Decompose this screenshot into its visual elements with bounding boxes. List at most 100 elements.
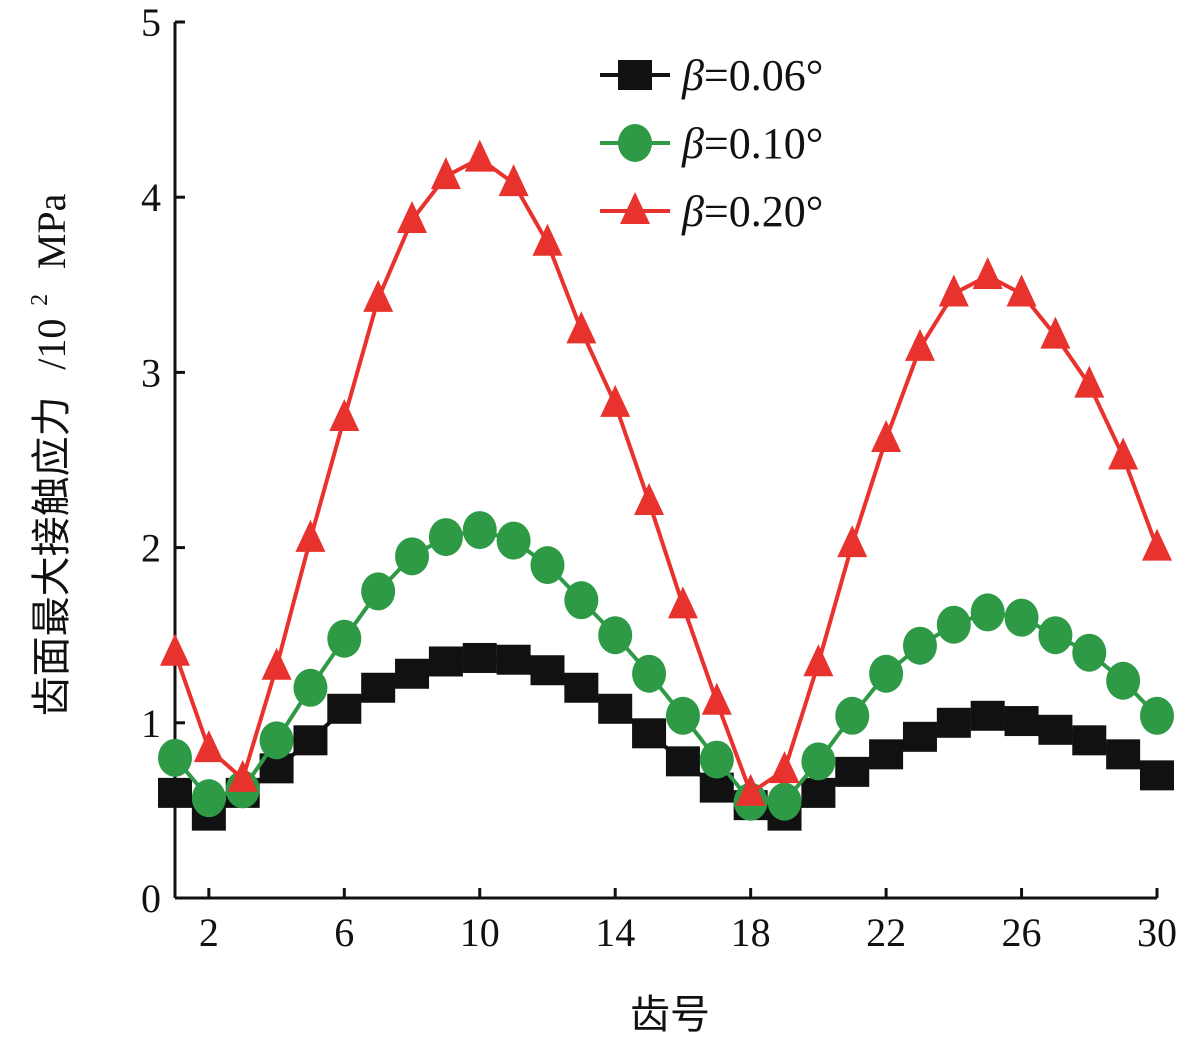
data-point <box>191 779 226 818</box>
data-point <box>261 647 292 680</box>
legend-label-value: =0.20° <box>704 187 823 236</box>
data-point <box>1004 706 1039 737</box>
data-point <box>835 756 870 787</box>
legend-entry: β=0.06° <box>600 51 823 100</box>
data-point <box>904 328 935 361</box>
data-point <box>1106 739 1141 770</box>
data-point <box>464 139 495 172</box>
data-point <box>871 419 902 452</box>
data-point <box>869 739 904 770</box>
x-tick-label: 6 <box>334 910 354 955</box>
data-point <box>665 746 700 777</box>
data-point <box>801 777 836 808</box>
data-point <box>1074 365 1105 398</box>
data-point <box>598 616 633 655</box>
data-point <box>158 738 192 777</box>
legend-label: β=0.10° <box>681 119 823 168</box>
x-axis-title: 齿号 <box>630 992 710 1038</box>
data-point <box>259 721 294 760</box>
data-point <box>293 668 328 707</box>
data-point <box>1072 725 1107 756</box>
data-point <box>361 672 396 703</box>
data-point <box>803 644 834 677</box>
data-point <box>1004 598 1039 637</box>
data-point <box>1072 633 1107 672</box>
legend: β=0.06°β=0.10°β=0.20° <box>600 51 823 236</box>
data-point <box>970 700 1005 731</box>
data-point <box>869 654 904 693</box>
data-point <box>564 672 599 703</box>
data-point <box>395 658 430 689</box>
data-point <box>564 581 599 620</box>
data-point <box>1142 528 1172 561</box>
legend-label: β=0.20° <box>681 187 823 236</box>
data-point <box>532 223 563 256</box>
y-tick-label: 5 <box>141 0 161 45</box>
data-point <box>634 483 665 516</box>
legend-label-value: =0.10° <box>704 119 823 168</box>
x-tick-label: 2 <box>199 910 219 955</box>
data-point <box>1140 696 1174 735</box>
data-point <box>902 721 937 752</box>
y-axis-title-unit-suffix: MPa <box>29 193 74 269</box>
data-point <box>496 521 531 560</box>
data-point <box>632 654 667 693</box>
x-tick-label: 18 <box>731 910 771 955</box>
data-point <box>363 279 394 312</box>
data-point <box>936 605 971 644</box>
legend-entry: β=0.20° <box>600 187 823 236</box>
data-point <box>699 740 734 779</box>
legend-marker <box>620 192 650 224</box>
data-point <box>430 157 461 190</box>
y-axis-title-unit-exponent: 2 <box>27 294 53 306</box>
x-tick-label: 14 <box>595 910 635 955</box>
data-point <box>295 519 326 552</box>
data-point <box>160 633 190 666</box>
x-tick-label: 22 <box>866 910 906 955</box>
data-point <box>801 742 836 781</box>
legend-marker <box>618 60 652 90</box>
data-point <box>902 626 937 665</box>
y-axis-title-label: 齿面最大接触应力 <box>29 396 75 716</box>
y-tick-label: 2 <box>141 526 161 571</box>
data-point <box>632 718 667 749</box>
data-point <box>566 311 597 344</box>
data-point <box>462 511 497 550</box>
data-point <box>498 164 529 197</box>
data-point <box>227 759 258 792</box>
data-point <box>395 537 430 576</box>
legend-label-symbol: β <box>681 119 704 168</box>
x-tick-label: 10 <box>460 910 500 955</box>
data-point <box>1038 714 1073 745</box>
legend-label-value: =0.06° <box>704 51 823 100</box>
data-point <box>428 646 463 677</box>
x-tick-label: 30 <box>1137 910 1177 955</box>
y-tick-label: 3 <box>141 350 161 395</box>
data-point <box>938 274 969 307</box>
data-point <box>600 384 631 417</box>
y-tick-label: 4 <box>141 175 161 220</box>
data-point <box>530 655 565 686</box>
legend-label-symbol: β <box>681 51 704 100</box>
series-square <box>158 642 1174 831</box>
data-point <box>1038 616 1073 655</box>
data-point <box>598 693 633 724</box>
svg-text:齿面最大接触应力 /10 2: 齿面最大接触应力 /10 2 MPa <box>11 193 75 716</box>
data-point <box>1140 760 1174 791</box>
data-point <box>327 619 362 658</box>
data-point <box>1106 661 1141 700</box>
data-point <box>667 586 698 619</box>
data-point <box>158 777 192 808</box>
data-point <box>462 642 497 673</box>
data-point <box>837 525 868 558</box>
data-point <box>1040 316 1071 349</box>
x-tick-label: 26 <box>1002 910 1042 955</box>
data-point <box>701 682 732 715</box>
legend-entry: β=0.10° <box>600 119 823 168</box>
data-point <box>665 696 700 735</box>
data-point <box>769 751 800 784</box>
data-point <box>835 696 870 735</box>
data-point <box>397 200 428 233</box>
